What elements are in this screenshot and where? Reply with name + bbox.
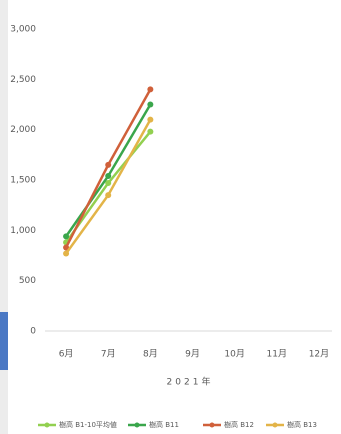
- legend-marker: [209, 422, 215, 428]
- data-point: [105, 161, 112, 168]
- x-tick-label: 9月: [185, 349, 200, 360]
- series-line: [64, 88, 152, 249]
- data-point: [147, 116, 154, 123]
- x-tick-label: 6月: [59, 349, 74, 360]
- y-tick-label: 1,500: [10, 176, 36, 186]
- side-strip: [0, 0, 8, 434]
- data-point: [105, 192, 112, 199]
- legend-label: 樹高 B12: [224, 420, 254, 429]
- data-point: [63, 233, 70, 240]
- data-point: [147, 128, 154, 135]
- x-tick-label: 10月: [224, 349, 244, 360]
- legend-marker: [44, 422, 50, 428]
- side-tab: [0, 312, 8, 370]
- legend-label: 樹高 B1-10平均値: [59, 420, 117, 429]
- legend-label: 樹高 B13: [287, 420, 317, 429]
- data-point: [147, 101, 154, 108]
- x-tick-label: 8月: [143, 349, 158, 360]
- y-tick-label: 2,500: [10, 75, 36, 85]
- x-axis-title: 2021年: [167, 376, 214, 388]
- data-point: [63, 244, 70, 251]
- y-tick-label: 2,000: [10, 125, 36, 135]
- series-line: [65, 130, 152, 244]
- series-line: [65, 118, 152, 255]
- y-tick-label: 0: [30, 327, 36, 337]
- legend-marker: [134, 422, 140, 428]
- x-tick-label: 12月: [309, 349, 329, 360]
- x-tick-label: 7月: [101, 349, 116, 360]
- legend-marker: [272, 422, 278, 428]
- x-tick-label: 11月: [267, 349, 287, 360]
- data-point: [147, 86, 154, 93]
- data-point: [105, 172, 112, 179]
- data-point: [63, 250, 70, 257]
- y-tick-label: 3,000: [10, 25, 36, 35]
- series-line: [65, 103, 152, 238]
- data-point: [105, 180, 112, 187]
- y-tick-label: 1,000: [10, 226, 36, 236]
- legend-label: 樹高 B11: [149, 420, 179, 429]
- y-tick-label: 500: [19, 276, 36, 286]
